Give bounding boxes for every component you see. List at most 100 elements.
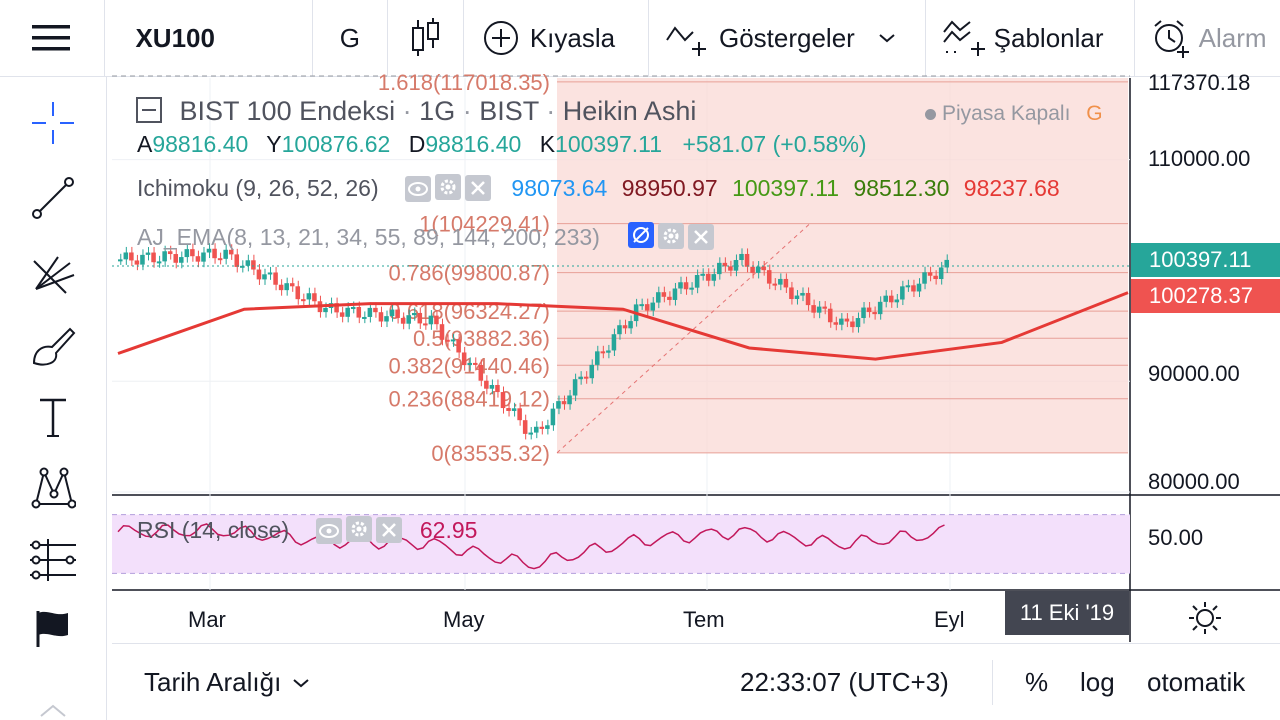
candle-body [118, 259, 123, 262]
candle-body [789, 287, 794, 299]
rsi-visibility-button[interactable] [315, 518, 342, 544]
candle-body [922, 272, 927, 284]
ohlc-high-label: Y [266, 131, 282, 157]
ma-settings-button[interactable] [658, 223, 685, 249]
legend-style: Heikin Ashi [562, 96, 697, 126]
candle-body [656, 292, 661, 303]
ichimoku-legend: Ichimoku (9, 26, 52, 26) 98073.64 98950.… [137, 174, 1060, 202]
text-tool[interactable] [26, 390, 80, 444]
auto-scale-toggle[interactable]: otomatik [1147, 667, 1246, 697]
candle-body [556, 401, 561, 409]
pattern-tool[interactable] [26, 460, 80, 514]
ohlc-open-label: A [137, 131, 153, 157]
candle-body [389, 309, 395, 317]
candle-body [778, 278, 783, 285]
candle-body [827, 308, 833, 323]
crosshair-tool[interactable] [26, 96, 80, 150]
candle-body [179, 257, 184, 263]
rsi-settings-button[interactable] [345, 516, 372, 542]
flag-tool[interactable] [26, 601, 80, 655]
fib-label: 0(83535.32) [431, 441, 550, 466]
price-axis-top-partial: 117370.18 [1148, 70, 1251, 95]
fib-zone [557, 78, 1128, 453]
templates-button[interactable]: Şablonlar [926, 0, 1135, 76]
candle-body [705, 273, 711, 281]
brush-tool[interactable] [26, 319, 80, 373]
collapse-icon[interactable] [136, 97, 162, 123]
candle-body [894, 299, 900, 303]
price-axis-tick: 90000.00 [1148, 361, 1240, 386]
ichimoku-remove-button[interactable] [465, 175, 492, 201]
main-legend-title: BIST 100 Endeksi · 1G · BIST · Heikin As… [136, 96, 696, 127]
crosshair-date-badge: 11 Eki '19 [1005, 591, 1129, 635]
prediction-tool[interactable] [26, 533, 80, 587]
candle-body [173, 254, 179, 263]
candle-body [472, 362, 478, 365]
ichimoku-settings-button[interactable] [435, 174, 462, 200]
last-price-badge: 100397.11 [1131, 243, 1280, 277]
candle-body [256, 269, 262, 280]
ichimoku-visibility-button[interactable] [405, 176, 432, 202]
ma-visibility-button[interactable] [628, 222, 655, 248]
settings-sun-icon[interactable] [1187, 600, 1223, 636]
percent-toggle[interactable]: % [1025, 667, 1049, 697]
ohlc-low-value: 98816.40 [425, 131, 522, 157]
legend-symbol-name: BIST 100 Endeksi [179, 96, 396, 126]
candle-body [134, 260, 140, 265]
ichimoku-value-lead1: 98512.30 [853, 175, 950, 201]
ohlc-open-value: 98816.40 [152, 131, 249, 157]
close-icon [381, 523, 396, 537]
price-axis-tick: 80000.00 [1148, 469, 1240, 494]
candle-body [367, 307, 373, 317]
candle-body [650, 302, 656, 311]
ma-remove-button[interactable] [688, 224, 715, 250]
candle-body [145, 252, 151, 255]
compare-button[interactable]: Kıyasla [464, 0, 649, 76]
interval-button[interactable]: G [313, 0, 389, 76]
candle-body [661, 292, 667, 297]
trendline-tool[interactable] [26, 171, 80, 225]
chevron-up-icon[interactable] [33, 700, 73, 720]
candle-body [595, 351, 600, 365]
candle-body [528, 432, 533, 435]
candle-body [639, 304, 644, 307]
candle-body [489, 384, 495, 389]
candle-body [839, 318, 844, 325]
rsi-remove-button[interactable] [375, 517, 402, 543]
candle-body [761, 266, 766, 271]
menu-button[interactable] [0, 0, 106, 76]
candle-body [373, 307, 378, 313]
symbol-search[interactable]: XU100 [105, 0, 313, 76]
log-toggle[interactable]: log [1080, 667, 1115, 697]
chart-type-button[interactable] [388, 0, 464, 76]
close-icon [471, 181, 485, 195]
ohlc-change: +581.07 (+0.58%) [682, 131, 867, 157]
candle-body [772, 283, 778, 286]
candle-body [628, 321, 633, 329]
alarm-clock-icon [1154, 20, 1189, 58]
candle-body [872, 312, 877, 315]
candle-body [816, 306, 822, 313]
candle-body [362, 316, 367, 319]
ichimoku-base-line [117, 291, 1129, 361]
templates-label: Şablonlar [993, 22, 1104, 53]
clock[interactable]: 22:33:07 (UTC+3) [740, 667, 949, 697]
legend-interval: 1G [419, 96, 456, 126]
candle-body [356, 307, 362, 318]
candle-body [850, 321, 855, 328]
rsi-legend: RSI (14, close) 62.95 [137, 516, 477, 544]
alarm-button[interactable]: Alarm [1135, 0, 1280, 76]
candle-body [439, 324, 445, 340]
ichimoku-value-lead2: 98237.68 [963, 175, 1060, 201]
gann-fib-tool[interactable] [26, 245, 80, 299]
candle-body [883, 295, 888, 302]
date-range-button[interactable]: Tarih Aralığı [144, 644, 311, 720]
ohlc-low-label: D [408, 131, 426, 157]
eye-icon [318, 524, 339, 538]
indicators-button[interactable]: Göstergeler [649, 0, 926, 76]
drawing-toolbar [0, 77, 107, 720]
alarm-label: Alarm [1198, 22, 1267, 53]
candle-body [434, 315, 439, 325]
fib-label: 0.5(93882.36) [413, 326, 550, 351]
